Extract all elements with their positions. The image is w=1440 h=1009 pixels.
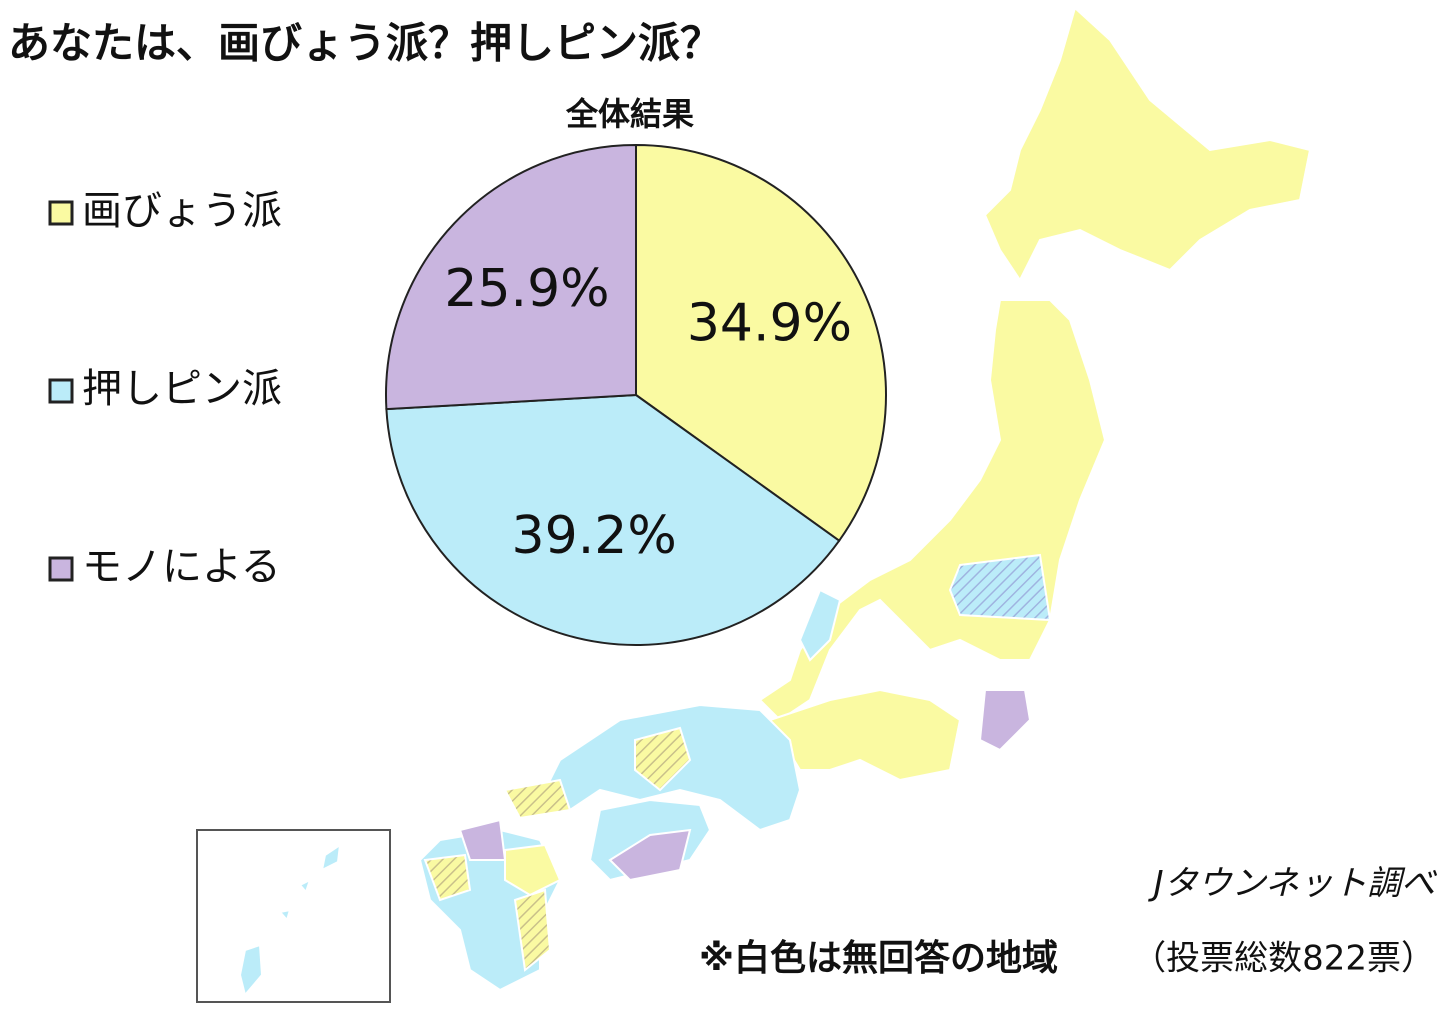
legend-swatch [48,200,74,226]
pie-slice [385,143,637,411]
japan-map [196,6,1312,1003]
legend-label: 画びょう派 [82,188,282,234]
total-votes: （投票総数822票） [1132,939,1435,979]
data-label: 34.9% [687,293,852,353]
note: ※白色は無回答の地域 [699,938,1058,979]
legend-swatch [48,378,74,404]
legend-label: モノによる [82,544,281,590]
pie-slice [635,143,887,543]
legend-label: 押しピン派 [82,366,282,412]
data-label: 25.9% [444,259,609,319]
legend-swatch [48,556,74,582]
pie-slice [385,393,841,646]
chart-title: あなたは、画びょう派？押しピン派？ [8,19,722,68]
source: Jタウンネット調べ [1148,864,1438,904]
data-label: 39.2% [512,506,677,566]
chart-subtitle: 全体結果 [565,95,694,133]
